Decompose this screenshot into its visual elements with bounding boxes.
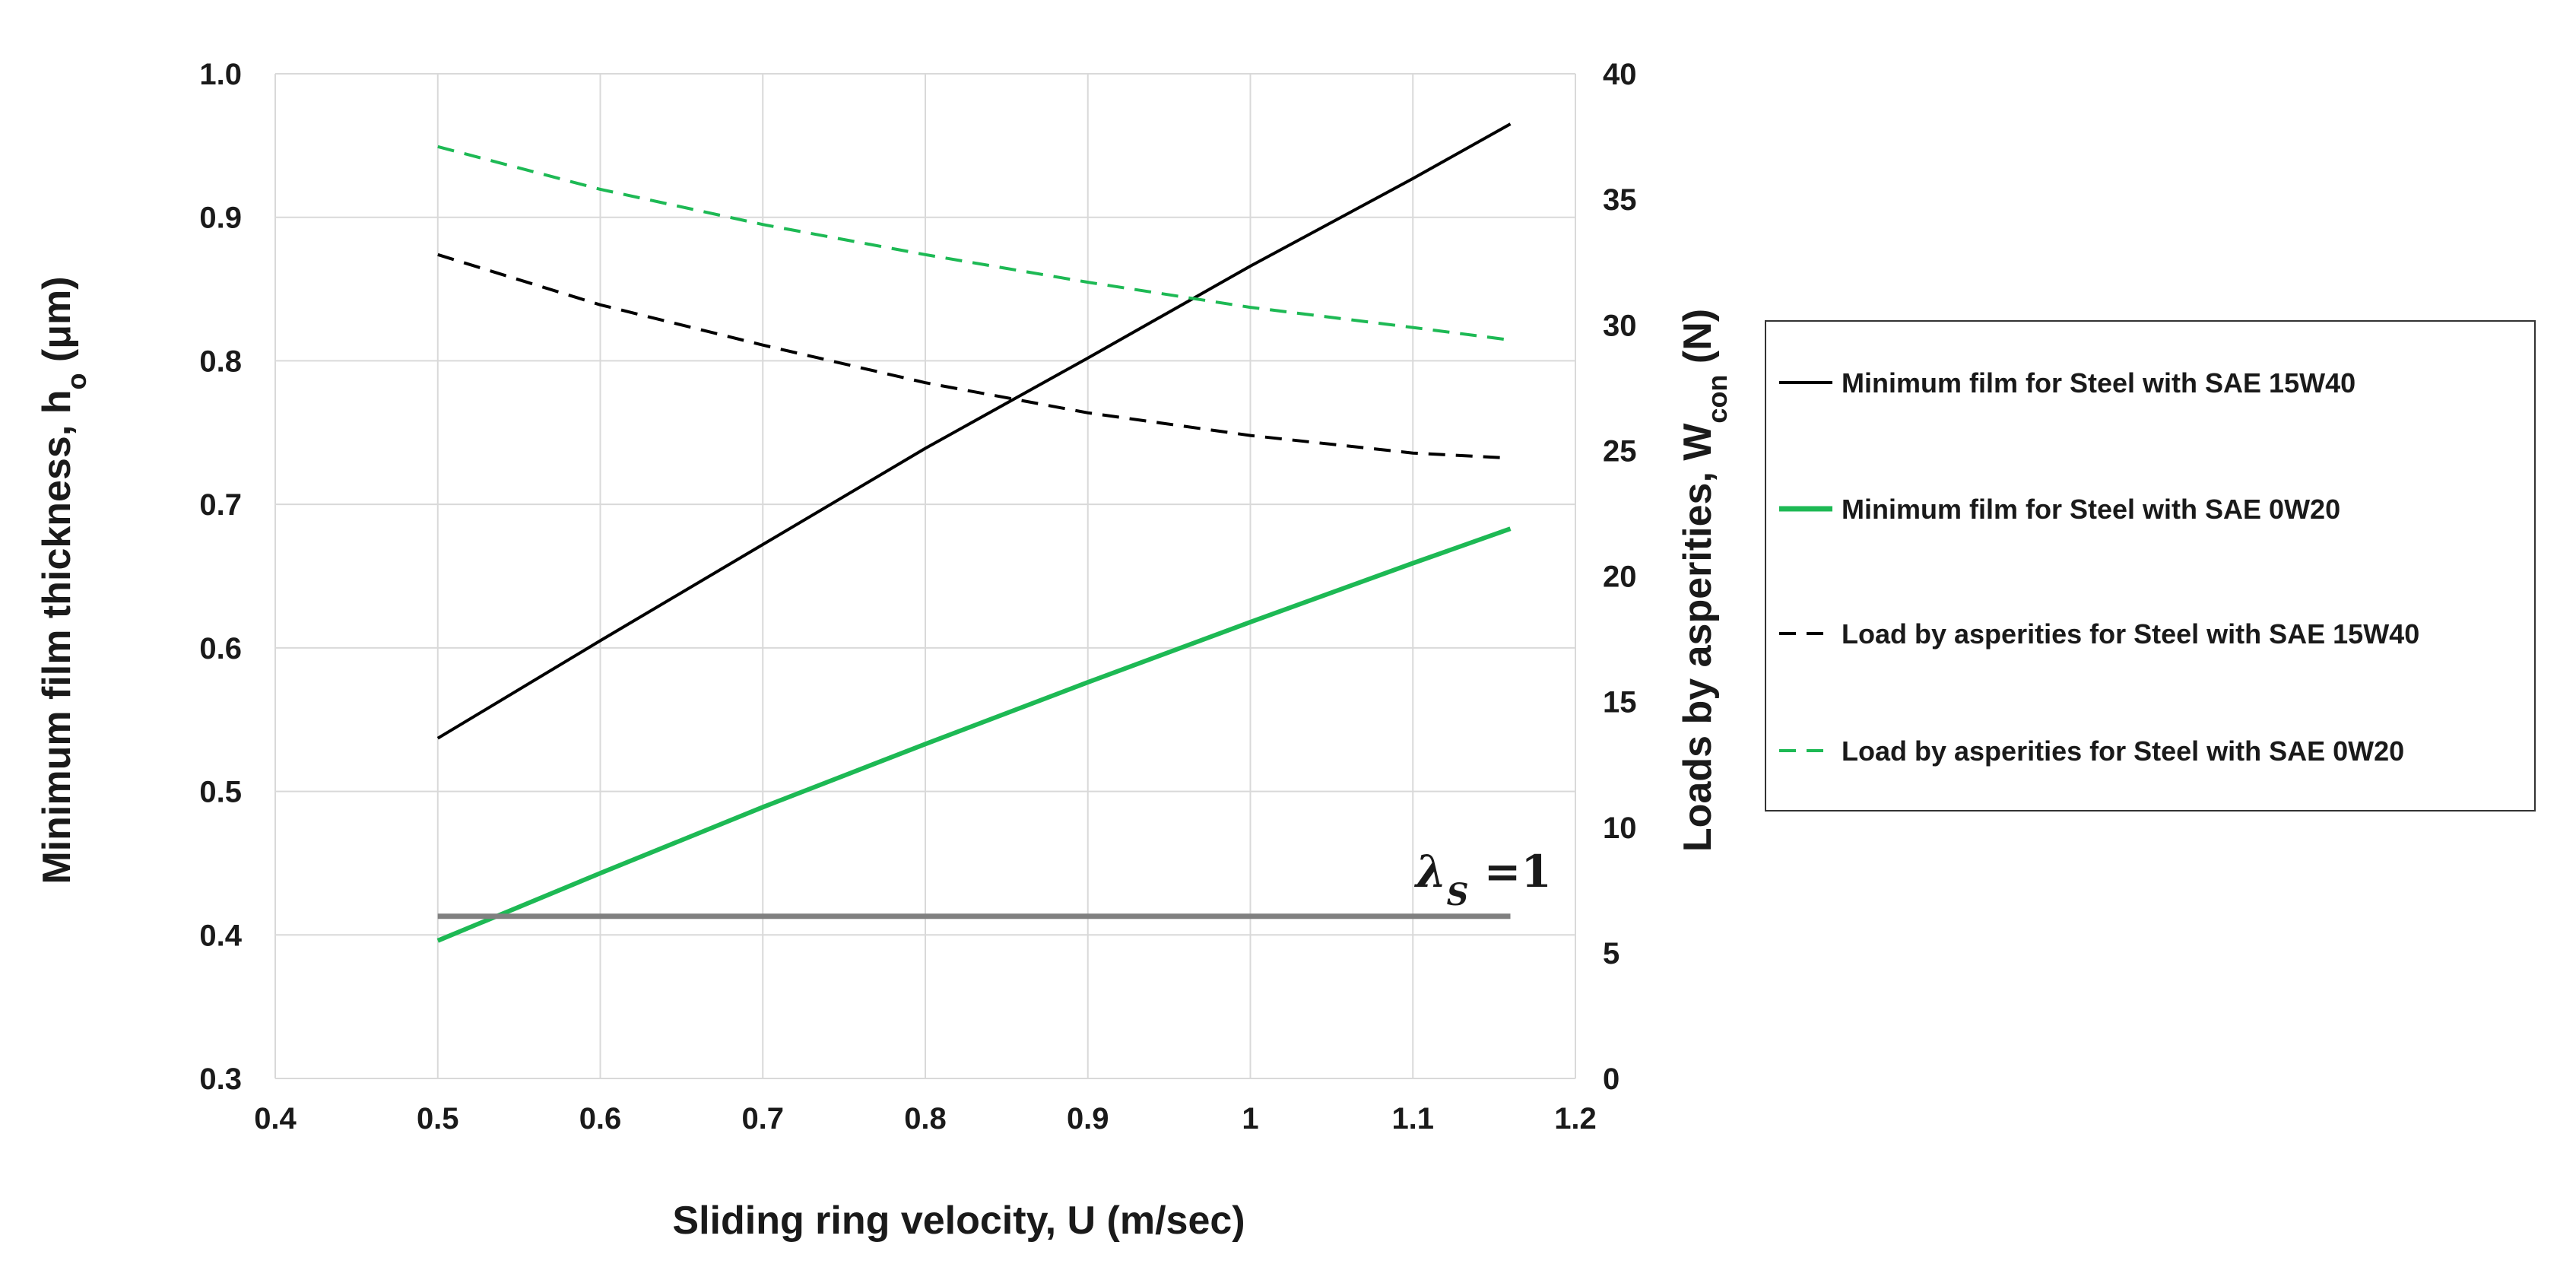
x-tick-label: 1	[1242, 1102, 1258, 1135]
legend-label-load-by-asperities-for-steel-with-sae-0w20: Load by asperities for Steel with SAE 0W…	[1842, 735, 2404, 767]
left-axis-title-main: Minimum film thickness, h	[35, 390, 79, 885]
left-tick-label: 0.6	[199, 632, 242, 665]
right-tick-label: 5	[1603, 937, 1620, 970]
right-tick-label: 10	[1603, 812, 1637, 845]
right-axis-title-sub: con	[1702, 375, 1733, 424]
x-tick-label: 0.8	[904, 1102, 947, 1135]
left-tick-label: 0.9	[199, 202, 242, 235]
series-line-load-by-asperities-for-steel-with-sae-15w40	[437, 253, 1511, 460]
x-tick-label: 0.5	[417, 1102, 459, 1135]
x-tick-label: 0.4	[254, 1102, 297, 1135]
series-line-minimum-film-for-steel-with-sae-15w40	[436, 122, 1512, 740]
series-line-load-by-asperities-for-steel-with-sae-0w20	[437, 145, 1511, 342]
legend-box	[1765, 320, 2536, 812]
right-tick-label: 25	[1603, 434, 1637, 468]
left-axis-ticks: 0.3 0.4 0.5 0.6 0.7 0.8 0.9 1.0	[199, 58, 242, 1096]
lambda-symbol: λ	[1413, 846, 1447, 897]
left-tick-label: 0.5	[199, 776, 242, 809]
right-tick-label: 15	[1603, 686, 1637, 719]
left-axis-title-sub: o	[61, 373, 92, 390]
right-tick-label: 35	[1603, 183, 1637, 217]
right-tick-label: 0	[1603, 1062, 1620, 1096]
left-tick-label: 0.7	[199, 488, 242, 522]
left-tick-label: 0.8	[199, 345, 242, 378]
left-axis-title: Minimum film thickness, ho (μm)	[35, 276, 92, 884]
right-axis-title: Loads by asperities, Wcon (N)	[1676, 309, 1733, 852]
x-tick-label: 0.9	[1067, 1102, 1109, 1135]
series-layer	[436, 122, 1512, 943]
left-tick-label: 0.4	[199, 919, 242, 952]
right-tick-label: 40	[1603, 58, 1637, 91]
legend-label-load-by-asperities-for-steel-with-sae-15w40: Load by asperities for Steel with SAE 15…	[1842, 618, 2419, 650]
legend-items: Minimum film for Steel with SAE 15W40 Min…	[1779, 367, 2419, 767]
series-line-minimum-film-for-steel-with-sae-0w20	[436, 526, 1512, 943]
legend-label-minimum-film-for-steel-with-sae-15w40: Minimum film for Steel with SAE 15W40	[1842, 367, 2356, 399]
left-tick-label: 0.3	[199, 1062, 242, 1096]
left-tick-label: 1.0	[199, 58, 242, 91]
legend: Minimum film for Steel with SAE 15W40 Min…	[1765, 320, 2536, 812]
right-axis-title-tail: (N)	[1676, 309, 1720, 375]
lambda-subscript: S	[1447, 877, 1469, 913]
x-tick-label: 1.2	[1554, 1102, 1597, 1135]
x-axis-title: Sliding ring velocity, U (m/sec)	[672, 1199, 1245, 1243]
x-axis-ticks: 0.4 0.5 0.6 0.7 0.8 0.9 1 1.1 1.2	[254, 1102, 1597, 1135]
right-tick-label: 20	[1603, 561, 1637, 594]
x-tick-label: 1.1	[1391, 1102, 1434, 1135]
lambda-annotation: λS =1	[1413, 846, 1552, 913]
right-tick-label: 30	[1603, 309, 1637, 342]
gridlines	[274, 73, 1576, 1079]
legend-label-minimum-film-for-steel-with-sae-0w20: Minimum film for Steel with SAE 0W20	[1842, 494, 2340, 525]
right-axis-title-main: Loads by asperities, W	[1676, 423, 1720, 852]
lambda-value: =1	[1469, 846, 1552, 897]
x-tick-label: 0.6	[579, 1102, 622, 1135]
x-tick-label: 0.7	[741, 1102, 784, 1135]
right-axis-ticks: 0 5 10 15 20 25 30 35 40	[1603, 58, 1637, 1096]
plot-area	[274, 74, 1576, 1078]
left-axis-title-tail: (μm)	[35, 276, 79, 373]
